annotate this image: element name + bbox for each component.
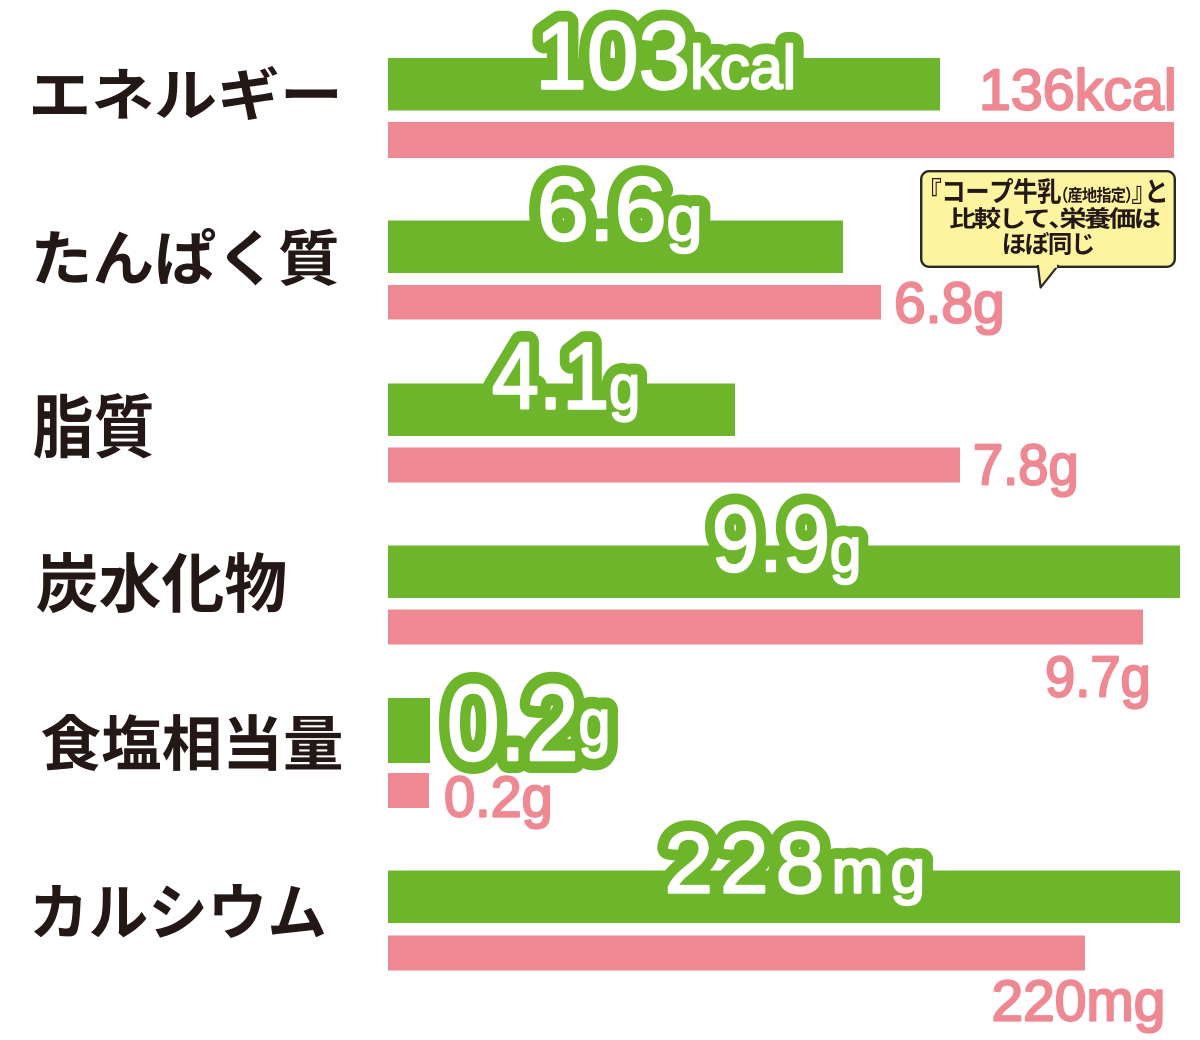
svg-text:7.8g: 7.8g: [973, 432, 1079, 497]
svg-text:103kcal: 103kcal: [535, 2, 796, 108]
svg-text:136kcal: 136kcal: [979, 59, 1177, 123]
svg-text:6.6g: 6.6g: [537, 159, 703, 259]
svg-text:9.9g: 9.9g: [712, 486, 861, 591]
svg-text:9.7g: 9.7g: [1045, 644, 1151, 709]
svg-text:103kcal: 103kcal: [535, 2, 796, 108]
svg-text:228mg: 228mg: [665, 816, 933, 912]
svg-text:0.2g: 0.2g: [447, 664, 611, 784]
svg-text:220mg: 220mg: [992, 969, 1166, 1033]
svg-text:6.8g: 6.8g: [894, 271, 1005, 335]
svg-text:4.1g: 4.1g: [492, 323, 640, 428]
svg-text:228mg: 228mg: [665, 816, 933, 912]
svg-text:0.2g: 0.2g: [444, 766, 553, 830]
